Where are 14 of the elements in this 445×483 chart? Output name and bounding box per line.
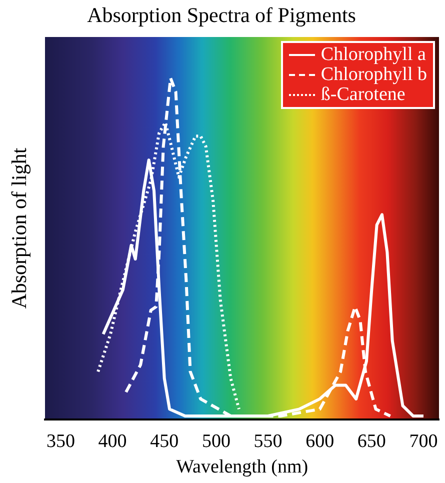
x-tick-label: 650: [357, 430, 386, 452]
legend-label: Chlorophyll b: [320, 64, 427, 86]
x-tick-label: 500: [202, 430, 230, 452]
x-tick-label: 700: [409, 430, 438, 452]
legend-label: ß-Carotene: [320, 84, 406, 106]
x-tick-label: 400: [98, 430, 127, 452]
x-tick-label: 600: [306, 430, 334, 452]
x-tick-label: 550: [254, 430, 282, 452]
legend-label: Chlorophyll a: [320, 44, 426, 66]
x-tick-label: 350: [46, 430, 75, 452]
chart-title: Absorption Spectra of Pigments: [87, 3, 356, 28]
y-axis-title: Absorption of light: [7, 148, 32, 309]
x-axis-title: Wavelength (nm): [176, 456, 308, 478]
x-tick-label: 450: [150, 430, 179, 452]
